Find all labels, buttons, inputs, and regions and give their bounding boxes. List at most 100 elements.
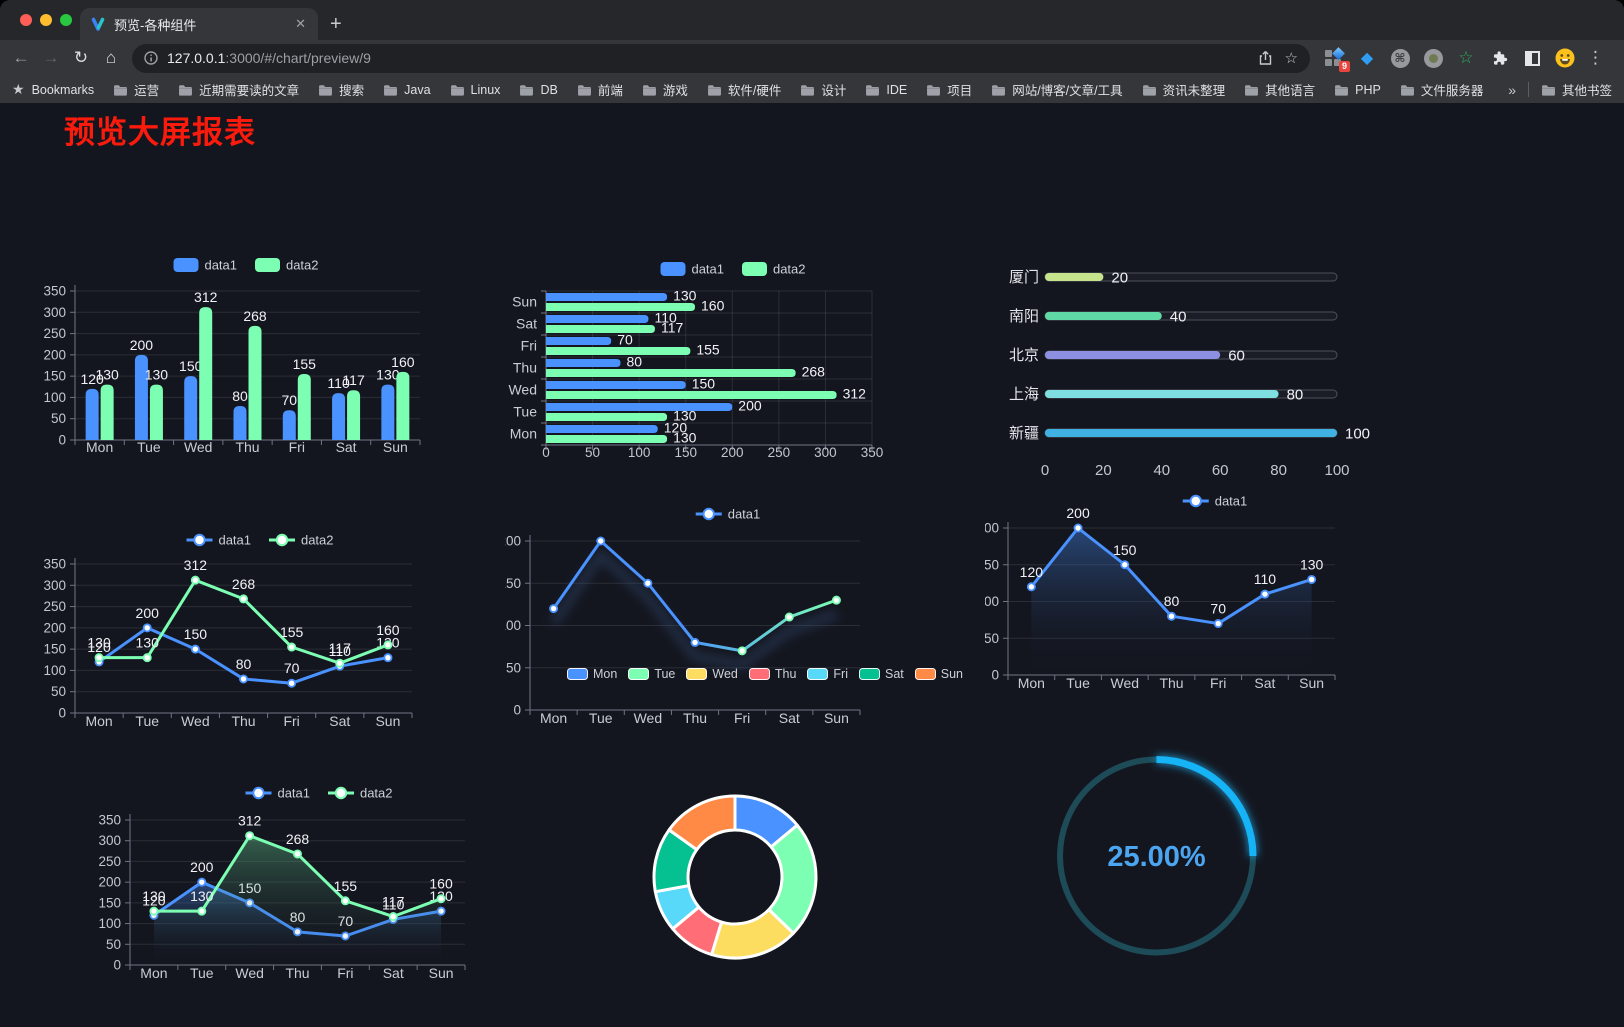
svg-text:Fri: Fri (337, 965, 353, 981)
svg-text:data1: data1 (691, 262, 724, 277)
bookmark-folder[interactable]: 设计 (800, 80, 846, 99)
svg-text:155: 155 (280, 624, 304, 640)
svg-text:Thu: Thu (1159, 675, 1183, 691)
donut-legend-item[interactable]: Sun (914, 667, 963, 681)
svg-text:Sun: Sun (1299, 675, 1324, 691)
svg-text:Wed: Wed (235, 965, 264, 981)
svg-text:data2: data2 (286, 258, 319, 273)
svg-text:0: 0 (513, 703, 521, 718)
svg-text:Sun: Sun (512, 294, 537, 310)
bookmark-folder[interactable]: 近期需要读的文章 (178, 80, 299, 99)
new-tab-button[interactable]: + (330, 13, 342, 35)
bookmark-folder[interactable]: 游戏 (642, 80, 688, 99)
bookmark-folder[interactable]: 前端 (577, 80, 623, 99)
donut-legend-item[interactable]: Fri (807, 667, 848, 681)
reload-icon[interactable]: ↻ (73, 48, 89, 67)
donut-legend-item[interactable]: Tue (628, 667, 675, 681)
legend-swatch (859, 668, 880, 680)
home-icon[interactable]: ⌂ (105, 48, 117, 67)
bookmarks-label: Bookmarks (31, 82, 95, 97)
svg-text:Mon: Mon (510, 426, 537, 442)
svg-text:160: 160 (429, 876, 453, 892)
folder-icon (384, 84, 398, 96)
bookmark-folder[interactable]: Java (383, 83, 431, 97)
svg-text:200: 200 (136, 605, 160, 621)
dual-area-line-chart: data1 data2 0 50 100 150 200 250 300 350 Mon Tue Wed… (98, 786, 466, 981)
svg-text:130: 130 (142, 888, 166, 904)
folder-icon (114, 84, 128, 96)
svg-text:155: 155 (334, 878, 358, 894)
donut-legend-item[interactable]: Mon (566, 667, 617, 681)
bookmarks-overflow-icon[interactable]: » (1508, 81, 1516, 98)
bookmark-folder[interactable]: 其他语言 (1244, 80, 1315, 99)
bookmark-folder[interactable]: Linux (450, 83, 500, 97)
bookmark-folder[interactable]: 网站/博客/文章/工具 (991, 80, 1123, 99)
browser-menu-icon[interactable]: ⋮ (1587, 48, 1604, 67)
recorder-extension-icon[interactable] (1423, 48, 1443, 68)
svg-text:20: 20 (1111, 270, 1128, 287)
folder-icon (1245, 84, 1259, 96)
bookmark-folder-label: 前端 (597, 84, 623, 98)
gauge-chart: 25.00% (1057, 756, 1257, 956)
gem-extension-icon[interactable]: ◆ (1360, 50, 1374, 67)
svg-text:312: 312 (184, 557, 208, 573)
donut-legend-item[interactable]: Sat (859, 667, 904, 681)
bookmark-folder[interactable]: PHP (1334, 83, 1381, 97)
zoom-window-button[interactable] (60, 14, 72, 26)
svg-text:Tue: Tue (1066, 675, 1090, 691)
other-bookmarks-folder[interactable]: 其他书签 (1541, 80, 1612, 99)
svg-text:350: 350 (43, 557, 66, 572)
svg-text:0: 0 (991, 668, 999, 683)
bookmark-folder[interactable]: 项目 (926, 80, 972, 99)
bookmark-folder[interactable]: DB (519, 83, 558, 97)
svg-text:0: 0 (1041, 462, 1049, 479)
svg-text:Sat: Sat (329, 713, 350, 729)
svg-text:110: 110 (1254, 571, 1277, 587)
share-icon[interactable] (1258, 50, 1273, 66)
svg-text:50: 50 (585, 445, 600, 460)
bookmark-folder[interactable]: 资讯未整理 (1142, 80, 1225, 99)
browser-tab[interactable]: 预览-各种组件 ✕ (80, 8, 318, 40)
donut-legend-item[interactable]: Thu (748, 667, 796, 681)
back-icon[interactable]: ← (12, 48, 30, 67)
svg-text:Thu: Thu (683, 710, 707, 726)
svg-text:60: 60 (1212, 462, 1229, 479)
bookmark-folder[interactable]: 运营 (113, 80, 159, 99)
bookmark-folder[interactable]: 软件/硬件 (707, 80, 781, 99)
svg-text:200: 200 (190, 859, 214, 875)
legend-label: Sat (885, 667, 904, 681)
star-extension-icon[interactable]: ☆ (1458, 48, 1474, 67)
bookmark-folder[interactable]: 搜索 (318, 80, 364, 99)
close-window-button[interactable] (20, 14, 32, 26)
bookmark-folder[interactable]: 文件服务器 (1400, 80, 1483, 99)
dark-mode-extension-icon[interactable] (1522, 48, 1542, 68)
command-extension-icon[interactable]: ⌘ (1390, 48, 1410, 68)
legend-swatch (686, 668, 708, 680)
tab-close-icon[interactable]: ✕ (295, 16, 306, 31)
profile-avatar[interactable] (1555, 48, 1575, 68)
bookmarks-manager-item[interactable]: ★ Bookmarks (12, 81, 94, 98)
svg-text:100: 100 (43, 390, 66, 405)
address-bar[interactable]: 127.0.0.1:3000/#/chart/preview/9 ☆ (132, 43, 1310, 73)
donut-legend-item[interactable]: Wed (686, 667, 738, 681)
tampermonkey-extension-icon[interactable]: 9 (1324, 47, 1350, 72)
svg-text:厦门: 厦门 (1009, 269, 1039, 286)
svg-text:Mon: Mon (1018, 675, 1045, 691)
url-host: 127.0.0.1 (167, 50, 226, 66)
svg-text:120: 120 (1020, 564, 1044, 580)
bookmark-folder[interactable]: IDE (865, 83, 907, 97)
extensions-puzzle-icon[interactable] (1489, 48, 1509, 68)
forward-icon[interactable]: → (42, 48, 60, 67)
minimize-window-button[interactable] (40, 14, 52, 26)
svg-text:data2: data2 (301, 533, 334, 548)
svg-text:150: 150 (98, 895, 121, 910)
horizontal-bar-chart: data1 data2 0 50 100 150 200 250 300 350 Sun Sat Fri… (508, 262, 883, 461)
site-info-icon[interactable] (144, 51, 158, 65)
svg-text:Tue: Tue (513, 404, 537, 420)
svg-text:200: 200 (721, 445, 744, 460)
svg-text:50: 50 (51, 684, 66, 699)
svg-text:300: 300 (814, 445, 837, 460)
svg-text:268: 268 (232, 576, 256, 592)
bookmark-star-icon[interactable]: ☆ (1284, 50, 1298, 67)
url-text[interactable]: 127.0.0.1:3000/#/chart/preview/9 (167, 50, 1258, 66)
